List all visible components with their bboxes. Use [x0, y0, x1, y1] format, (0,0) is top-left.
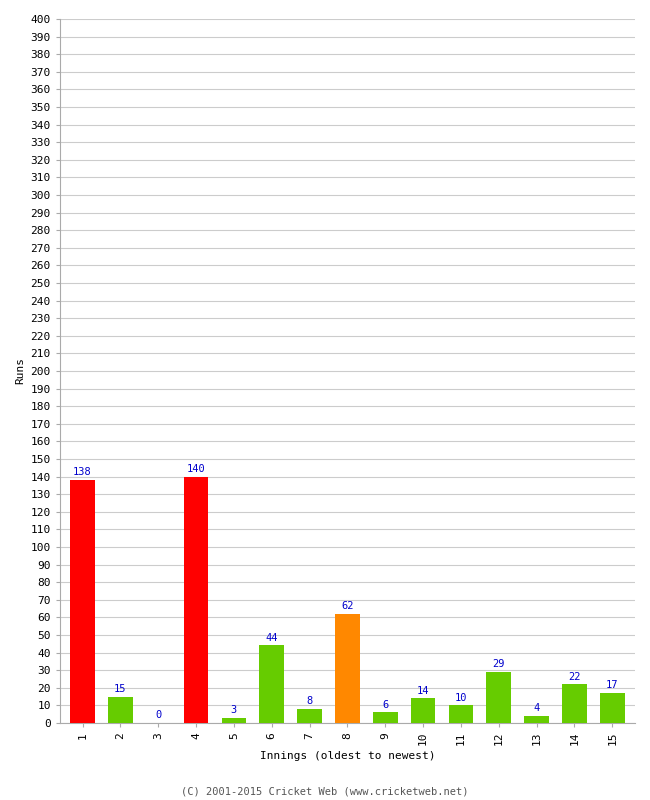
- Bar: [448, 706, 473, 723]
- Text: 10: 10: [455, 693, 467, 702]
- Bar: [259, 646, 284, 723]
- Text: 62: 62: [341, 601, 354, 611]
- Bar: [562, 684, 587, 723]
- Bar: [70, 480, 95, 723]
- Text: 138: 138: [73, 467, 92, 478]
- Text: 8: 8: [306, 696, 313, 706]
- Text: 6: 6: [382, 700, 389, 710]
- X-axis label: Innings (oldest to newest): Innings (oldest to newest): [259, 751, 435, 761]
- Text: 0: 0: [155, 710, 161, 720]
- Text: 29: 29: [493, 659, 505, 670]
- Text: 22: 22: [568, 671, 580, 682]
- Text: 140: 140: [187, 464, 205, 474]
- Text: (C) 2001-2015 Cricket Web (www.cricketweb.net): (C) 2001-2015 Cricket Web (www.cricketwe…: [181, 786, 469, 796]
- Bar: [184, 477, 209, 723]
- Bar: [486, 672, 511, 723]
- Bar: [525, 716, 549, 723]
- Y-axis label: Runs: Runs: [15, 358, 25, 385]
- Bar: [297, 709, 322, 723]
- Text: 3: 3: [231, 705, 237, 715]
- Text: 15: 15: [114, 684, 127, 694]
- Bar: [335, 614, 359, 723]
- Bar: [411, 698, 436, 723]
- Bar: [600, 693, 625, 723]
- Bar: [373, 712, 398, 723]
- Text: 44: 44: [265, 633, 278, 643]
- Bar: [222, 718, 246, 723]
- Text: 4: 4: [534, 703, 540, 714]
- Text: 14: 14: [417, 686, 430, 696]
- Bar: [108, 697, 133, 723]
- Text: 17: 17: [606, 680, 619, 690]
